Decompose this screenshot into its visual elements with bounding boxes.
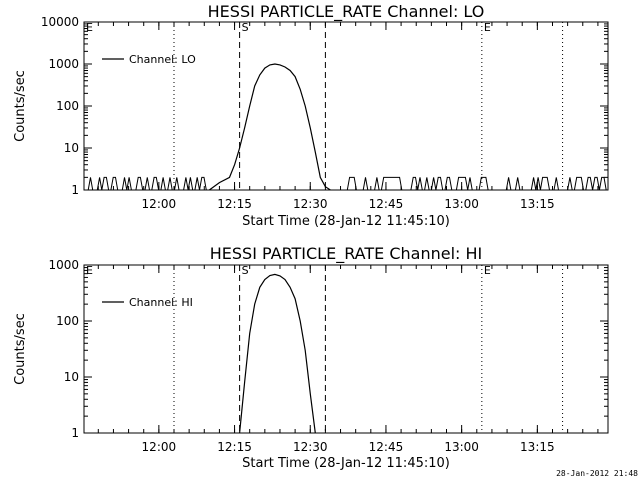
legend-label: Channel: HI xyxy=(129,296,193,309)
y-tick-label: 1000 xyxy=(48,57,79,71)
timestamp-footer: 28-Jan-2012 21:48 xyxy=(556,469,638,478)
x-tick-label: 12:15 xyxy=(217,440,252,454)
x-tick-label: 13:15 xyxy=(520,197,555,211)
plot-frame xyxy=(83,264,609,434)
x-tick-label: 12:00 xyxy=(142,440,177,454)
series-line xyxy=(208,63,331,191)
y-tick-label: 1000 xyxy=(48,258,79,272)
x-tick-label: 12:30 xyxy=(293,197,328,211)
y-tick-label: 100 xyxy=(56,99,79,113)
x-tick-label: 12:30 xyxy=(293,440,328,454)
y-tick-label: 10000 xyxy=(41,15,79,29)
event-marker-label: E xyxy=(484,21,491,34)
y-tick-label: 10 xyxy=(64,141,79,155)
panel-hi: HESSI PARTICLE_RATE Channel: HI 12:00 12:1… xyxy=(13,244,609,471)
legend-label: Channel: LO xyxy=(129,53,196,66)
chart-title: HESSI PARTICLE_RATE Channel: HI xyxy=(210,244,483,264)
event-marker-label: E xyxy=(86,21,93,34)
x-tick-label: 12:15 xyxy=(217,197,252,211)
y-tick-label: 1 xyxy=(71,183,79,197)
x-tick-label: 13:00 xyxy=(444,440,479,454)
x-axis-label: Start Time (28-Jan-12 11:45:10) xyxy=(242,456,450,471)
event-marker-label: S xyxy=(242,264,249,277)
noise-trace xyxy=(340,176,607,191)
series-line xyxy=(239,273,316,434)
y-tick-label: 10 xyxy=(64,370,79,384)
noise-trace xyxy=(87,176,209,191)
x-tick-label: 13:00 xyxy=(444,197,479,211)
y-tick-label: 100 xyxy=(56,314,79,328)
event-marker-label: E xyxy=(484,264,491,277)
y-axis-label: Counts/sec xyxy=(13,313,28,385)
x-axis-label: Start Time (28-Jan-12 11:45:10) xyxy=(242,214,450,229)
plot-frame xyxy=(83,21,609,191)
y-axis-label: Counts/sec xyxy=(13,70,28,142)
x-tick-label: 13:15 xyxy=(520,440,555,454)
y-tick-label: 1 xyxy=(71,426,79,440)
panel-lo: HESSI PARTICLE_RATE Channel: LO 12:00 12:1… xyxy=(13,2,609,229)
x-tick-label: 12:45 xyxy=(369,197,404,211)
x-tick-label: 12:45 xyxy=(369,440,404,454)
x-tick-label: 12:00 xyxy=(142,197,177,211)
event-marker-label: S xyxy=(242,21,249,34)
event-marker-label: E xyxy=(86,264,93,277)
chart-title: HESSI PARTICLE_RATE Channel: LO xyxy=(208,2,485,22)
